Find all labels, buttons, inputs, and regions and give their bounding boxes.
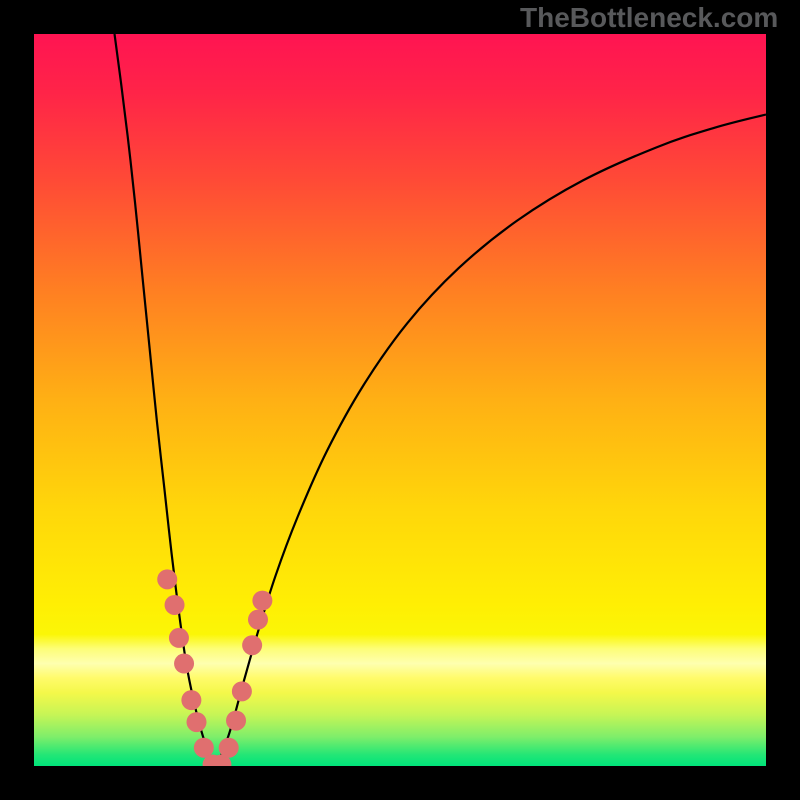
chart-frame: TheBottleneck.com: [0, 0, 800, 800]
plot-area: [34, 34, 766, 766]
watermark-text: TheBottleneck.com: [520, 2, 778, 34]
